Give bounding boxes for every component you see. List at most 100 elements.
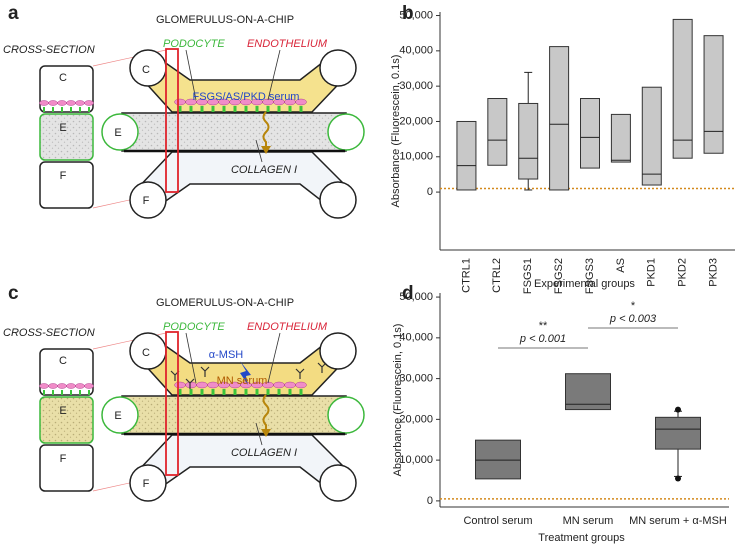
foot-process	[61, 390, 63, 395]
foot-process	[299, 389, 303, 395]
section-label: F	[60, 170, 67, 182]
x-tick-label: FSGS1	[522, 258, 534, 294]
section-marker	[165, 331, 179, 476]
foot-process	[52, 107, 54, 112]
y-axis-title: Absorbance (Fluorescein, 0.1s)	[390, 55, 402, 208]
cell	[48, 383, 58, 389]
y-tick-label: 40,000	[399, 332, 433, 344]
foot-process	[200, 389, 204, 395]
x-tick-label: PKD3	[707, 258, 719, 287]
pointer	[185, 49, 197, 101]
channel-label: F	[143, 478, 150, 490]
cell	[48, 100, 58, 106]
cell	[57, 383, 67, 389]
box	[487, 98, 508, 166]
cell	[185, 381, 197, 389]
port	[319, 464, 357, 502]
endothelium-label: ENDOTHELIUM	[247, 321, 328, 333]
port	[129, 464, 167, 502]
arrow-head	[261, 429, 271, 437]
box	[610, 113, 631, 163]
cell	[295, 98, 307, 106]
box	[475, 439, 521, 480]
foot-process	[299, 106, 303, 112]
chip-diagram: GLOMERULUS-ON-A-CHIP CROSS-SECTION PODOCYT…	[3, 14, 365, 219]
y-tick-label: 50,000	[399, 291, 433, 303]
foot-process	[70, 107, 72, 112]
panel-label: c	[8, 283, 19, 304]
chip-diagram: GLOMERULUS-ON-A-CHIP CROSS-SECTION PODOCYT…	[3, 297, 365, 502]
foot-process	[233, 389, 237, 395]
foot-process	[222, 389, 226, 395]
y-tick-label: 10,000	[399, 454, 433, 466]
x-tick-label: CTRL1	[460, 258, 472, 293]
antibody	[200, 366, 210, 377]
cell	[295, 381, 307, 389]
port	[327, 113, 365, 151]
y-tick-label: 0	[427, 186, 433, 198]
port	[129, 181, 167, 219]
outlier	[675, 475, 681, 482]
x-tick-label: PKD2	[677, 258, 689, 287]
channel-label: E	[114, 127, 121, 139]
foot-process	[88, 390, 90, 395]
foot-process	[79, 107, 81, 112]
cell	[66, 100, 76, 106]
foot-process	[70, 390, 72, 395]
x-tick-label: FSGS3	[584, 258, 596, 294]
foot-process	[233, 106, 237, 112]
y-tick-label: 30,000	[399, 373, 433, 385]
pointer	[255, 422, 263, 446]
section-box	[39, 161, 94, 209]
collagen-label: COLLAGEN I	[231, 447, 297, 459]
channel-label: C	[142, 347, 150, 359]
cell	[196, 381, 208, 389]
foot-process	[288, 389, 292, 395]
foot-process	[43, 107, 45, 112]
foot-process	[266, 389, 270, 395]
pointer	[267, 332, 281, 384]
section-box	[39, 444, 94, 492]
x-tick-label: Control serum	[463, 515, 532, 527]
channel-label: E	[114, 410, 121, 422]
panel-label: a	[8, 3, 19, 24]
leak-arrow	[262, 111, 270, 148]
antibody	[185, 378, 195, 389]
cell	[174, 381, 186, 389]
box	[518, 102, 539, 180]
diagram-title: GLOMERULUS-ON-A-CHIP	[156, 14, 294, 26]
foot-process	[244, 106, 248, 112]
port	[327, 396, 365, 434]
cell	[75, 100, 85, 106]
cell	[174, 98, 186, 106]
foot-process	[277, 389, 281, 395]
x-tick-label: PKD1	[646, 258, 658, 287]
port	[319, 49, 357, 87]
foot-process	[178, 389, 182, 395]
port	[319, 181, 357, 219]
cell	[84, 100, 94, 106]
podocyte-label: PODOCYTE	[163, 38, 225, 50]
antibody	[295, 368, 305, 379]
foot-process	[266, 106, 270, 112]
y-tick-label: 20,000	[399, 115, 433, 127]
drug-bolt	[240, 361, 251, 385]
foot-process	[200, 106, 204, 112]
channel-label: C	[142, 64, 150, 76]
port	[101, 113, 139, 151]
foot-process	[255, 389, 259, 395]
podocyte-label: PODOCYTE	[163, 321, 225, 333]
x-tick-label: MN serum + α-MSH	[629, 515, 727, 527]
box	[456, 120, 477, 191]
foot-process	[288, 106, 292, 112]
box	[703, 35, 724, 154]
x-axis-title: Treatment groups	[538, 532, 625, 544]
section-label: C	[59, 355, 67, 367]
box	[655, 416, 701, 450]
leak-arrow	[262, 394, 270, 431]
cell	[57, 100, 67, 106]
foot-process	[211, 389, 215, 395]
foot-process	[189, 389, 193, 395]
middle-channel	[121, 112, 347, 152]
foot-process	[277, 106, 281, 112]
